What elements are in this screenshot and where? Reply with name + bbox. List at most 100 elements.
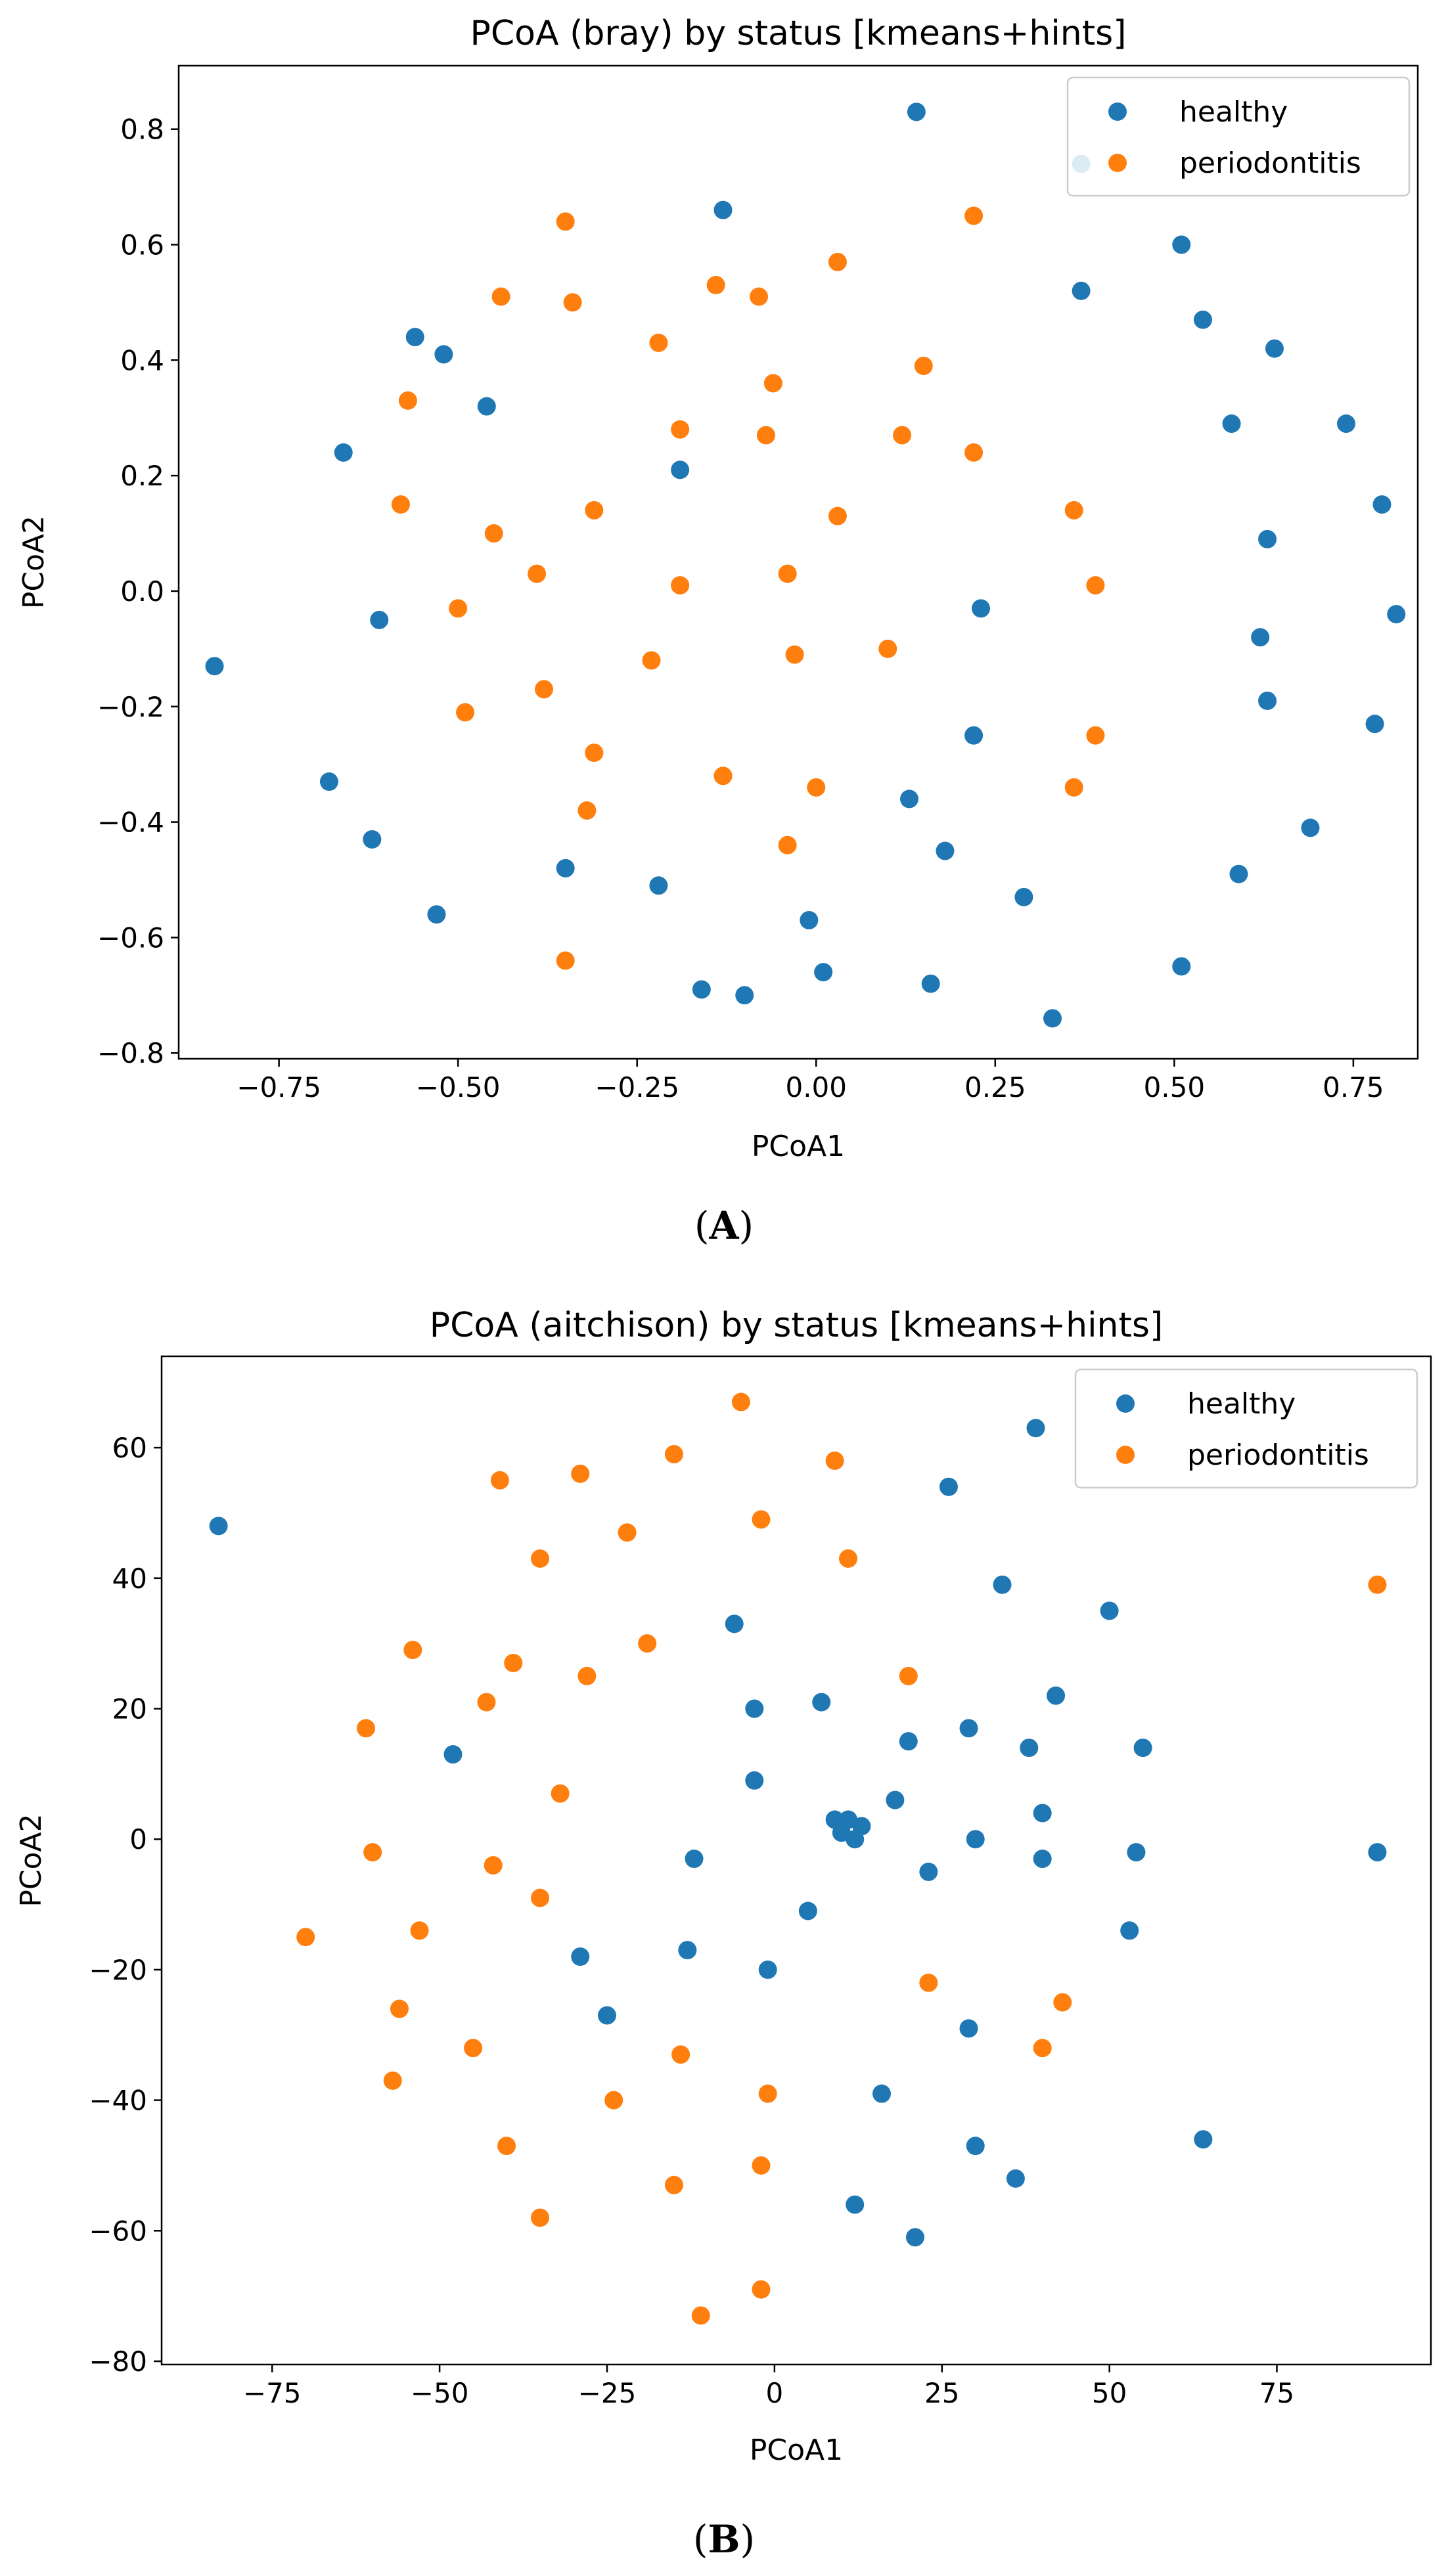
data-point-healthy bbox=[936, 841, 955, 860]
data-point-periodontitis bbox=[763, 374, 782, 393]
legend-marker bbox=[1116, 1446, 1135, 1464]
data-point-periodontitis bbox=[731, 1392, 750, 1411]
x-tick-label: −25 bbox=[578, 2377, 637, 2409]
y-tick-label: −0.2 bbox=[97, 691, 164, 723]
x-tick-label: −0.50 bbox=[416, 1071, 501, 1103]
x-tick-label: 0.25 bbox=[964, 1071, 1026, 1103]
legend-label-periodontitis: periodontitis bbox=[1187, 1438, 1369, 1472]
y-tick-label: 20 bbox=[112, 1693, 147, 1725]
data-point-periodontitis bbox=[585, 744, 604, 763]
data-point-healthy bbox=[966, 2137, 985, 2156]
y-tick-label: 0 bbox=[129, 1823, 147, 1855]
data-point-periodontitis bbox=[756, 426, 775, 445]
data-point-healthy bbox=[363, 830, 382, 849]
data-point-healthy bbox=[758, 1960, 777, 1979]
data-point-healthy bbox=[443, 1745, 463, 1764]
data-point-periodontitis bbox=[491, 287, 510, 306]
data-point-periodontitis bbox=[490, 1471, 509, 1490]
data-point-periodontitis bbox=[528, 564, 547, 583]
data-point-healthy bbox=[1368, 1843, 1387, 1862]
legend-marker bbox=[1108, 102, 1127, 121]
y-axis-label: PCoA2 bbox=[14, 1813, 48, 1907]
data-point-healthy bbox=[1047, 1686, 1066, 1705]
data-point-healthy bbox=[725, 1614, 744, 1633]
data-point-healthy bbox=[1222, 414, 1241, 433]
data-point-healthy bbox=[477, 397, 496, 416]
data-point-healthy bbox=[685, 1850, 704, 1869]
data-point-periodontitis bbox=[664, 1445, 683, 1464]
legend-box bbox=[1066, 76, 1411, 197]
data-point-periodontitis bbox=[964, 443, 984, 462]
series-periodontitis bbox=[296, 1392, 1387, 2325]
data-point-healthy bbox=[1251, 628, 1270, 647]
data-point-periodontitis bbox=[671, 420, 690, 439]
data-point-healthy bbox=[993, 1575, 1012, 1594]
data-point-periodontitis bbox=[671, 2045, 690, 2064]
data-point-periodontitis bbox=[899, 1666, 918, 1685]
data-point-periodontitis bbox=[464, 2039, 483, 2058]
data-point-healthy bbox=[1006, 2169, 1025, 2188]
data-point-periodontitis bbox=[750, 287, 769, 306]
data-point-periodontitis bbox=[778, 835, 797, 855]
x-tick-label: 0.00 bbox=[785, 1071, 847, 1103]
legend: healthy periodontitis bbox=[1066, 76, 1411, 197]
data-point-healthy bbox=[370, 610, 389, 629]
data-point-healthy bbox=[1172, 235, 1191, 254]
data-point-periodontitis bbox=[1368, 1575, 1387, 1594]
data-point-healthy bbox=[1043, 1009, 1062, 1028]
plot-frame bbox=[160, 1355, 1432, 2366]
data-point-periodontitis bbox=[477, 1693, 496, 1712]
x-tick-label: 0.50 bbox=[1144, 1071, 1206, 1103]
data-point-healthy bbox=[1301, 818, 1320, 837]
data-point-healthy bbox=[1229, 864, 1248, 883]
data-point-healthy bbox=[1372, 495, 1391, 514]
x-tick-label: −0.25 bbox=[595, 1071, 679, 1103]
panel-label-b: (B) bbox=[692, 2517, 756, 2562]
data-point-periodontitis bbox=[449, 599, 468, 618]
data-point-periodontitis bbox=[919, 1973, 938, 1992]
legend-label-periodontitis: periodontitis bbox=[1179, 146, 1361, 180]
chart-title: PCoA (aitchison) by status [kmeans+hints… bbox=[430, 1306, 1164, 1345]
data-point-healthy bbox=[872, 2084, 891, 2103]
data-point-periodontitis bbox=[556, 212, 575, 231]
data-point-healthy bbox=[597, 2006, 616, 2025]
data-point-healthy bbox=[319, 772, 338, 791]
data-point-healthy bbox=[964, 726, 984, 745]
y-tick-label: 0.0 bbox=[120, 575, 164, 608]
y-tick-label: 60 bbox=[112, 1432, 147, 1464]
series-healthy bbox=[205, 102, 1406, 1028]
data-point-periodontitis bbox=[671, 576, 690, 595]
data-point-periodontitis bbox=[456, 703, 475, 722]
data-point-periodontitis bbox=[964, 206, 984, 225]
data-point-periodontitis bbox=[484, 524, 503, 543]
data-point-periodontitis bbox=[706, 276, 725, 295]
data-point-healthy bbox=[1194, 2130, 1213, 2149]
legend-marker bbox=[1116, 1394, 1135, 1413]
data-point-periodontitis bbox=[410, 1921, 429, 1940]
data-point-healthy bbox=[1172, 957, 1191, 976]
data-point-periodontitis bbox=[390, 1999, 409, 2018]
data-point-healthy bbox=[713, 200, 733, 219]
data-point-periodontitis bbox=[296, 1928, 315, 1947]
series-healthy bbox=[209, 1419, 1387, 2247]
data-point-healthy bbox=[1014, 887, 1033, 906]
data-point-healthy bbox=[1127, 1843, 1146, 1862]
data-point-periodontitis bbox=[577, 801, 597, 820]
data-point-healthy bbox=[678, 1941, 697, 1960]
data-point-periodontitis bbox=[356, 1719, 375, 1738]
x-tick-label: 25 bbox=[924, 2377, 959, 2409]
data-point-healthy bbox=[1133, 1739, 1152, 1758]
data-point-periodontitis bbox=[618, 1523, 637, 1542]
data-point-healthy bbox=[959, 1719, 978, 1738]
data-point-healthy bbox=[899, 789, 918, 809]
data-point-periodontitis bbox=[531, 1549, 550, 1568]
data-point-healthy bbox=[434, 345, 453, 364]
y-tick-label: −0.8 bbox=[97, 1037, 164, 1069]
data-point-periodontitis bbox=[1064, 778, 1083, 797]
y-tick-label: −20 bbox=[89, 1954, 147, 1986]
data-point-periodontitis bbox=[807, 778, 826, 797]
data-point-periodontitis bbox=[649, 333, 668, 352]
y-tick-label: 0.2 bbox=[120, 460, 164, 492]
data-point-healthy bbox=[649, 876, 668, 895]
data-point-periodontitis bbox=[752, 1510, 771, 1529]
